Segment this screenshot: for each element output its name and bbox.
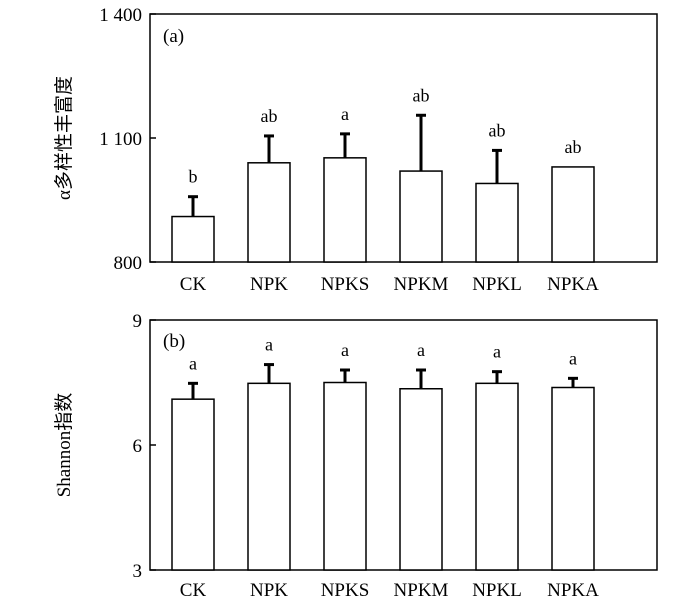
bar-npka <box>551 166 595 263</box>
significance-label-npka: a <box>569 348 577 368</box>
significance-label-npkl: a <box>493 342 501 362</box>
x-tick-label-npk: NPK <box>250 274 288 295</box>
bar-npkm <box>399 170 443 263</box>
x-tick-label-npks: NPKS <box>321 580 370 601</box>
bar-npk <box>247 162 291 263</box>
bar-npkl <box>475 382 519 571</box>
significance-label-npkm: ab <box>413 85 430 105</box>
bar-npkl <box>475 182 519 263</box>
x-tick-label-ck: CK <box>180 580 207 601</box>
x-tick-label-npka: NPKA <box>547 580 599 601</box>
panel-label: (b) <box>163 331 185 352</box>
panel-label: (a) <box>163 26 184 47</box>
bar-ck <box>171 398 215 571</box>
x-tick-label-npkl: NPKL <box>472 580 522 601</box>
significance-label-npk: a <box>265 335 273 355</box>
significance-label-npk: ab <box>261 106 278 126</box>
panel-b-chart: 369Shannon指数(b)aCKaNPKaNPKSaNPKMaNPKLaNP… <box>53 311 658 601</box>
y-axis-label: Shannon指数 <box>53 393 75 498</box>
significance-label-npks: a <box>341 104 349 124</box>
y-axis-label: α多样性丰富度 <box>53 76 75 200</box>
significance-label-ck: a <box>189 353 197 373</box>
x-tick-label-npkm: NPKM <box>394 274 449 295</box>
bar-npks <box>323 157 367 263</box>
significance-label-npka: ab <box>565 137 582 157</box>
x-tick-label-npk: NPK <box>250 580 288 601</box>
y-tick-label: 800 <box>114 253 143 274</box>
x-tick-label-npkm: NPKM <box>394 580 449 601</box>
significance-label-npks: a <box>341 340 349 360</box>
bar-npks <box>323 381 367 571</box>
x-tick-label-ck: CK <box>180 274 207 295</box>
bar-npk <box>247 382 291 571</box>
y-tick-label: 3 <box>133 561 143 582</box>
bar-npkm <box>399 388 443 571</box>
x-tick-label-npks: NPKS <box>321 274 370 295</box>
y-tick-label: 6 <box>133 436 143 457</box>
significance-label-npkl: ab <box>489 120 506 140</box>
x-tick-label-npka: NPKA <box>547 274 599 295</box>
bar-ck <box>171 215 215 263</box>
y-tick-label: 9 <box>133 311 143 332</box>
significance-label-ck: b <box>189 167 198 187</box>
y-tick-label: 1 400 <box>99 5 142 26</box>
bar-npka <box>551 386 595 571</box>
panel-a-chart: 800 1 100 1 400 α多样性丰富度 (a) b CK ab NPK a NPKS ab NP… <box>53 5 658 295</box>
significance-label-npkm: a <box>417 340 425 360</box>
y-tick-label: 1 100 <box>99 129 142 150</box>
x-tick-label-npkl: NPKL <box>472 274 522 295</box>
